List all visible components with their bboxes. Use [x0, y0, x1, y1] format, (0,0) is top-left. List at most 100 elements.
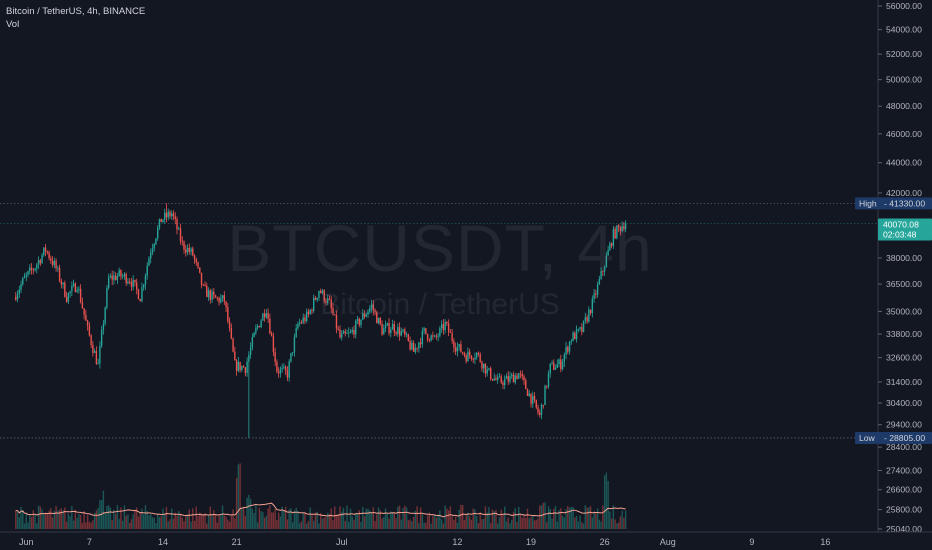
volume-bar	[232, 509, 234, 529]
candle-body	[41, 255, 43, 264]
candle-body	[565, 346, 567, 355]
candle-body	[533, 396, 536, 400]
candle-body	[153, 243, 155, 249]
volume-bar	[363, 516, 366, 529]
volume-bar	[353, 519, 355, 529]
candle-body	[265, 313, 268, 318]
candle-body	[384, 325, 387, 329]
volume-bar	[44, 512, 47, 529]
volume-bar	[121, 520, 124, 529]
candle-body	[416, 347, 418, 349]
candle-body	[83, 308, 85, 315]
volume-bar	[85, 522, 87, 529]
candle-body	[612, 228, 615, 246]
time-axis-background	[0, 532, 932, 550]
candle-body	[419, 342, 422, 345]
volume-bar	[488, 507, 490, 529]
volume-bar	[304, 512, 306, 529]
candle-body	[346, 333, 348, 334]
volume-bar	[586, 507, 588, 529]
volume-bar	[568, 507, 571, 529]
candle-body	[90, 335, 92, 346]
volume-bar	[498, 517, 501, 529]
volume-bar	[481, 519, 483, 529]
volume-bar	[477, 523, 480, 529]
candle-body	[64, 282, 66, 297]
candle-body	[36, 264, 38, 269]
candle-body	[596, 284, 599, 295]
volume-bar	[244, 515, 247, 529]
candle-body	[29, 267, 31, 272]
candle-body	[374, 310, 376, 313]
volume-bar	[276, 519, 278, 529]
candle-body	[542, 404, 544, 406]
volume-bar	[288, 509, 290, 529]
candle-body	[214, 295, 217, 298]
candle-body	[491, 378, 494, 381]
candle-body	[178, 228, 180, 230]
volume-bar	[192, 508, 194, 529]
volume-bar	[544, 502, 546, 529]
candle-body	[109, 275, 112, 278]
candle-body	[437, 335, 439, 337]
volume-bar	[528, 518, 530, 529]
volume-bar	[20, 506, 22, 529]
candle-body	[22, 278, 24, 285]
candle-body	[284, 366, 287, 371]
volume-bar	[461, 504, 464, 529]
volume-bar	[365, 508, 367, 529]
candle-body	[337, 328, 339, 330]
price-tick-label: 35000.00	[886, 306, 922, 316]
volume-bar	[426, 515, 429, 529]
volume-indicator-label[interactable]: Vol	[6, 19, 20, 30]
volume-bar	[341, 511, 343, 529]
candle-body	[381, 324, 383, 335]
bar-countdown: 02:03:48	[883, 229, 917, 239]
volume-bar	[230, 515, 233, 529]
candle-body	[404, 329, 406, 335]
volume-bar	[148, 515, 150, 529]
candle-body	[202, 284, 204, 286]
candle-body	[144, 275, 147, 285]
candle-body	[546, 385, 548, 387]
candle-body	[402, 329, 404, 332]
volume-bar	[330, 508, 332, 529]
volume-bar	[281, 506, 283, 529]
time-tick-label: 12	[452, 537, 462, 547]
volume-bar	[132, 514, 134, 529]
chart-legend: Bitcoin / TetherUS, 4h, BINANCE Vol	[6, 5, 145, 31]
candle-body	[414, 347, 417, 352]
price-tick-label: 32600.00	[886, 353, 922, 363]
volume-bar	[36, 523, 38, 529]
candle-body	[290, 353, 292, 362]
volume-bar	[164, 513, 166, 529]
candle-body	[150, 252, 152, 259]
candle-body	[134, 279, 136, 283]
candle-body	[465, 355, 467, 362]
volume-bar	[48, 510, 50, 529]
volume-bar	[449, 506, 452, 529]
candle-body	[614, 228, 616, 239]
candle-body	[262, 313, 264, 321]
candle-body	[71, 285, 73, 292]
candle-body	[44, 247, 47, 252]
candle-body	[586, 317, 588, 322]
volume-bar	[216, 522, 219, 529]
candle-body	[425, 328, 427, 334]
volume-bar	[225, 516, 227, 529]
symbol-title[interactable]: Bitcoin / TetherUS, 4h, BINANCE	[6, 6, 146, 17]
price-tick-label: 42000.00	[886, 188, 922, 198]
volume-bar	[253, 512, 255, 529]
volume-bar	[193, 520, 196, 529]
candle-body	[391, 324, 394, 330]
volume-bar	[18, 517, 20, 529]
candle-body	[539, 412, 541, 415]
candle-body	[160, 218, 162, 222]
high-badge-value: - 41330.00	[884, 198, 925, 208]
low-badge: Low - 28805.00	[855, 431, 932, 444]
candle-body	[132, 279, 134, 287]
volume-bar	[123, 505, 126, 529]
volume-bar	[525, 518, 527, 529]
